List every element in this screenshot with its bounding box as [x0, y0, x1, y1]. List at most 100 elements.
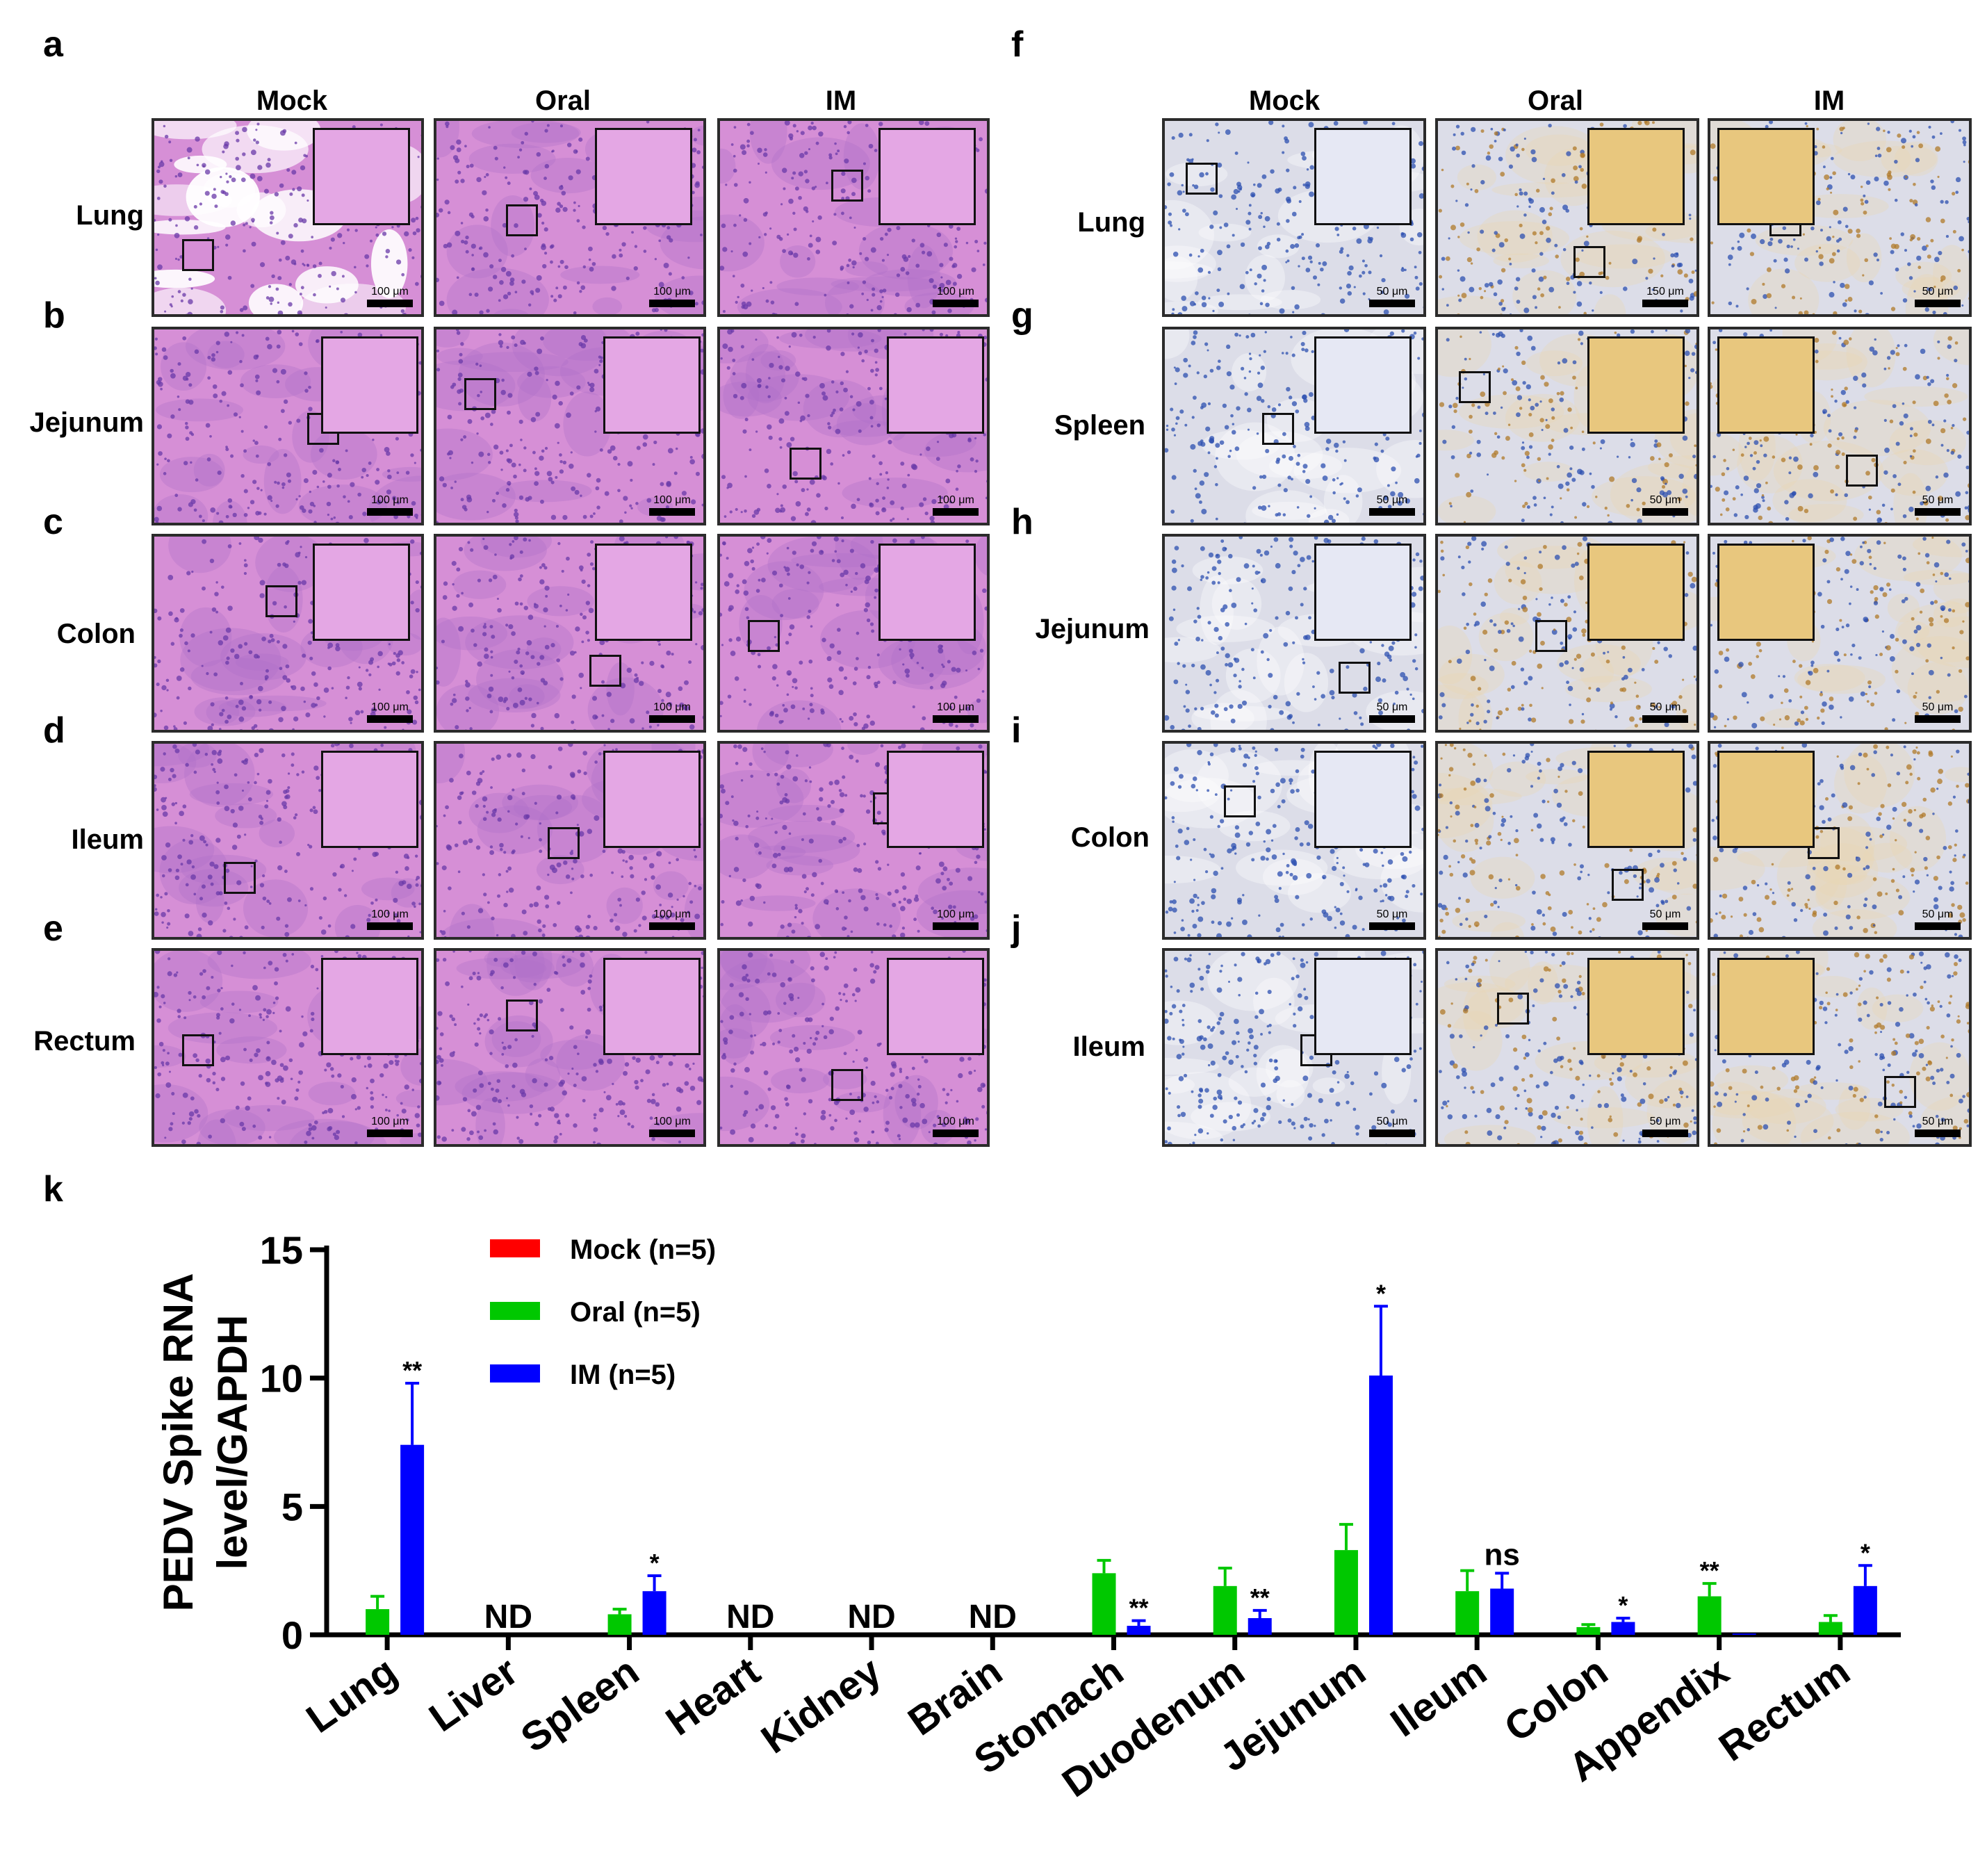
- cell-nucleus: [206, 1077, 211, 1083]
- cell-nucleus: [864, 579, 869, 585]
- cell-nucleus: [738, 992, 744, 997]
- cell-nucleus: [473, 1022, 476, 1025]
- cell-nucleus: [523, 446, 527, 450]
- cell-nucleus: [810, 121, 814, 125]
- cell-nucleus: [240, 682, 243, 685]
- cell-nucleus: [1832, 236, 1835, 238]
- cell-nucleus: [816, 807, 819, 810]
- cell-nucleus: [164, 310, 167, 313]
- cell-nucleus: [511, 462, 516, 468]
- cell-nucleus: [1188, 133, 1193, 137]
- cell-nucleus: [154, 991, 158, 997]
- cell-nucleus: [255, 140, 259, 145]
- cell-nucleus: [272, 1001, 276, 1004]
- cell-nucleus: [984, 900, 987, 904]
- cell-nucleus: [1317, 283, 1320, 286]
- cell-nucleus: [270, 302, 272, 305]
- cell-nucleus: [874, 348, 878, 353]
- cell-nucleus: [571, 720, 575, 724]
- cell-nucleus: [436, 1059, 439, 1064]
- cell-nucleus: [517, 156, 520, 159]
- cell-nucleus: [877, 680, 881, 684]
- cell-nucleus: [560, 1007, 564, 1012]
- cell-nucleus: [801, 838, 804, 841]
- cell-nucleus: [238, 416, 241, 418]
- cell-nucleus: [1842, 206, 1848, 212]
- cell-nucleus: [174, 233, 180, 238]
- cell-nucleus: [574, 489, 580, 495]
- cell-nucleus: [809, 479, 815, 485]
- cell-nucleus: [1423, 305, 1426, 309]
- cell-nucleus: [846, 263, 850, 268]
- tissue-region: [493, 309, 529, 314]
- cell-nucleus: [557, 202, 561, 206]
- ihc-col-header-im: IM: [1813, 85, 1845, 116]
- cell-nucleus: [794, 480, 799, 484]
- cell-nucleus: [1970, 187, 1972, 190]
- cell-nucleus: [338, 888, 342, 892]
- cell-nucleus: [375, 233, 379, 237]
- tissue-region: [370, 229, 408, 299]
- cell-nucleus: [660, 329, 663, 331]
- cell-nucleus: [490, 423, 493, 426]
- cell-nucleus: [456, 276, 459, 279]
- cell-nucleus: [744, 1090, 749, 1095]
- cell-nucleus: [981, 690, 985, 693]
- cell-nucleus: [957, 464, 961, 468]
- cell-nucleus: [671, 936, 675, 937]
- tissue-region: [730, 351, 799, 402]
- cell-nucleus: [334, 951, 338, 954]
- cell-nucleus: [179, 607, 185, 613]
- cell-nucleus: [187, 649, 190, 653]
- cell-nucleus: [1273, 314, 1276, 317]
- cell-nucleus: [785, 366, 790, 371]
- cell-nucleus: [1532, 231, 1537, 236]
- cell-nucleus: [849, 716, 854, 721]
- cell-nucleus: [230, 808, 235, 814]
- cell-nucleus: [855, 571, 858, 576]
- cell-nucleus: [976, 854, 981, 859]
- cell-nucleus: [264, 804, 269, 809]
- cell-nucleus: [492, 275, 498, 279]
- cell-nucleus: [523, 197, 529, 202]
- cell-nucleus: [740, 899, 743, 902]
- cell-nucleus: [239, 359, 243, 364]
- cell-nucleus: [442, 958, 447, 962]
- cell-nucleus: [874, 1095, 877, 1098]
- cell-nucleus: [243, 249, 246, 253]
- tissue-region: [382, 466, 421, 482]
- cell-nucleus: [767, 484, 771, 489]
- cell-nucleus: [1305, 183, 1310, 189]
- cell-nucleus: [1829, 292, 1835, 298]
- cell-nucleus: [416, 516, 418, 519]
- cell-nucleus: [548, 765, 553, 769]
- cell-nucleus: [862, 794, 866, 798]
- cell-nucleus: [589, 266, 594, 272]
- cell-nucleus: [487, 901, 490, 904]
- cell-nucleus: [1226, 244, 1231, 249]
- cell-nucleus: [512, 1062, 518, 1068]
- ihc-row-label-colon: Colon: [1070, 822, 1150, 853]
- cell-nucleus: [664, 329, 668, 332]
- cell-nucleus: [165, 678, 170, 683]
- cell-nucleus: [158, 451, 163, 456]
- cell-nucleus: [511, 254, 515, 258]
- cell-nucleus: [1530, 149, 1536, 155]
- cell-nucleus: [745, 825, 749, 829]
- cell-nucleus: [491, 409, 496, 414]
- cell-nucleus: [1217, 267, 1222, 272]
- cell-nucleus: [1261, 289, 1265, 293]
- cell-nucleus: [418, 799, 421, 806]
- cell-nucleus: [413, 695, 418, 701]
- cell-nucleus: [225, 1055, 231, 1061]
- cell-nucleus: [309, 808, 313, 813]
- scale-bar-label: 100 μm: [937, 908, 974, 920]
- cell-nucleus: [236, 834, 241, 839]
- cell-nucleus: [838, 666, 844, 672]
- cell-nucleus: [792, 471, 798, 477]
- cell-nucleus: [544, 129, 548, 133]
- cell-nucleus: [1276, 237, 1281, 242]
- cell-nucleus: [220, 1057, 226, 1063]
- cell-nucleus: [419, 815, 421, 820]
- cell-nucleus: [401, 272, 405, 277]
